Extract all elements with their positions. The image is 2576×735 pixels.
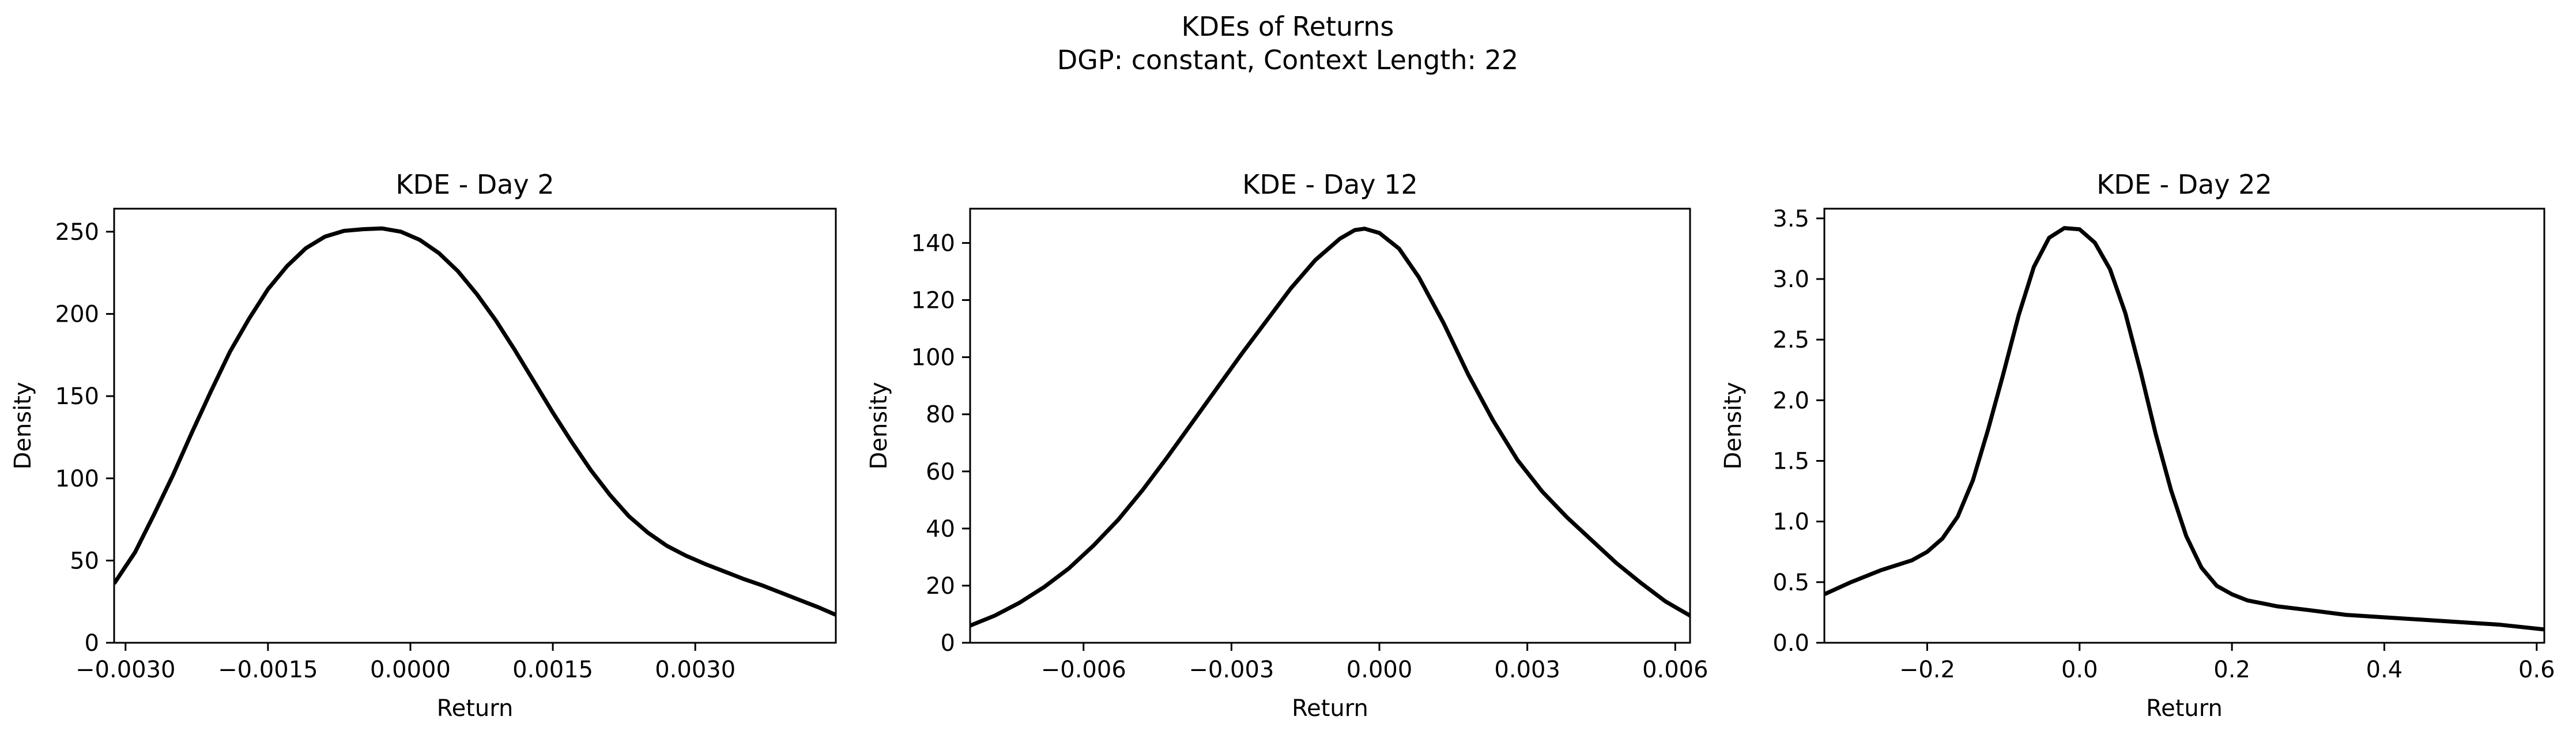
y-tick-label: 0.5 — [1772, 570, 1809, 596]
x-axis-label: Return — [2146, 695, 2223, 722]
subplot-title: KDE - Day 2 — [395, 169, 554, 200]
y-tick-label: 200 — [55, 301, 99, 328]
x-tick-label: −0.0015 — [218, 657, 318, 683]
y-tick-label: 40 — [926, 516, 955, 542]
y-tick-label: 60 — [926, 459, 955, 485]
y-tick-label: 140 — [911, 230, 955, 257]
subplot-title: KDE - Day 12 — [1242, 169, 1417, 200]
kde-line-2 — [1824, 226, 2544, 632]
plot-frame — [969, 208, 1691, 644]
subplot-title: KDE - Day 22 — [2096, 169, 2272, 200]
kde-line-0 — [114, 226, 836, 617]
y-tick-label: 0 — [85, 630, 99, 657]
x-axis-label: Return — [1292, 695, 1368, 722]
x-tick-label: 0.006 — [1642, 657, 1708, 683]
y-tick-label: 2.5 — [1772, 327, 1809, 353]
y-axis-label: Density — [1720, 382, 1747, 469]
x-tick-label: 0.4 — [2366, 657, 2403, 683]
x-tick-label: 0.6 — [2518, 657, 2555, 683]
y-tick-label: 120 — [911, 288, 955, 314]
y-tick-label: 50 — [70, 548, 99, 574]
subplot-day-22: −0.2 0.0 0.2 0.4 0.6 0.0 0.5 1.0 1.5 2.0 2.5 3.0 3.5… — [1720, 169, 2555, 722]
y-tick-label: 1.5 — [1772, 448, 1809, 474]
y-tick-label: 250 — [55, 219, 99, 246]
y-axis-label: Density — [10, 382, 36, 469]
x-axis-label: Return — [437, 695, 514, 722]
subplot-day-12: −0.006 −0.003 0.000 0.003 0.006 0 20 40 60 80 100 1… — [866, 169, 1708, 722]
x-tick-label: 0.0 — [2061, 657, 2098, 683]
y-tick-label: 3.0 — [1772, 266, 1809, 293]
figure-suptitle-line2: DGP: constant, Context Length: 22 — [1057, 44, 1518, 76]
y-tick-label: 3.5 — [1772, 206, 1809, 232]
y-tick-label: 1.0 — [1772, 509, 1809, 536]
x-tick-label: −0.006 — [1041, 657, 1126, 683]
plot-frame — [113, 208, 837, 644]
x-tick-label: 0.0015 — [512, 657, 593, 683]
plot-frame — [1823, 208, 2545, 644]
kde-line-1 — [970, 227, 1690, 628]
y-tick-label: 0 — [941, 630, 955, 657]
y-tick-label: 100 — [55, 466, 99, 492]
y-tick-label: 2.0 — [1772, 387, 1809, 414]
y-tick-label: 100 — [911, 345, 955, 371]
y-tick-label: 20 — [926, 573, 955, 600]
x-tick-label: −0.0030 — [76, 657, 175, 683]
y-tick-label: 80 — [926, 402, 955, 428]
figure-suptitle-line1: KDEs of Returns — [1182, 11, 1394, 42]
x-tick-label: 0.2 — [2213, 657, 2250, 683]
x-tick-label: 0.000 — [1347, 657, 1413, 683]
x-tick-label: −0.2 — [1899, 657, 1955, 683]
x-tick-label: 0.0000 — [370, 657, 451, 683]
y-tick-label: 0.0 — [1772, 630, 1809, 657]
x-tick-label: 0.003 — [1494, 657, 1560, 683]
y-tick-label: 150 — [55, 383, 99, 410]
y-axis-label: Density — [866, 382, 892, 469]
x-tick-label: 0.0030 — [655, 657, 736, 683]
x-tick-label: −0.003 — [1189, 657, 1274, 683]
subplot-day-2: −0.0030 −0.0015 0.0000 0.0015 0.0030 0 50 100 15… — [10, 169, 837, 722]
